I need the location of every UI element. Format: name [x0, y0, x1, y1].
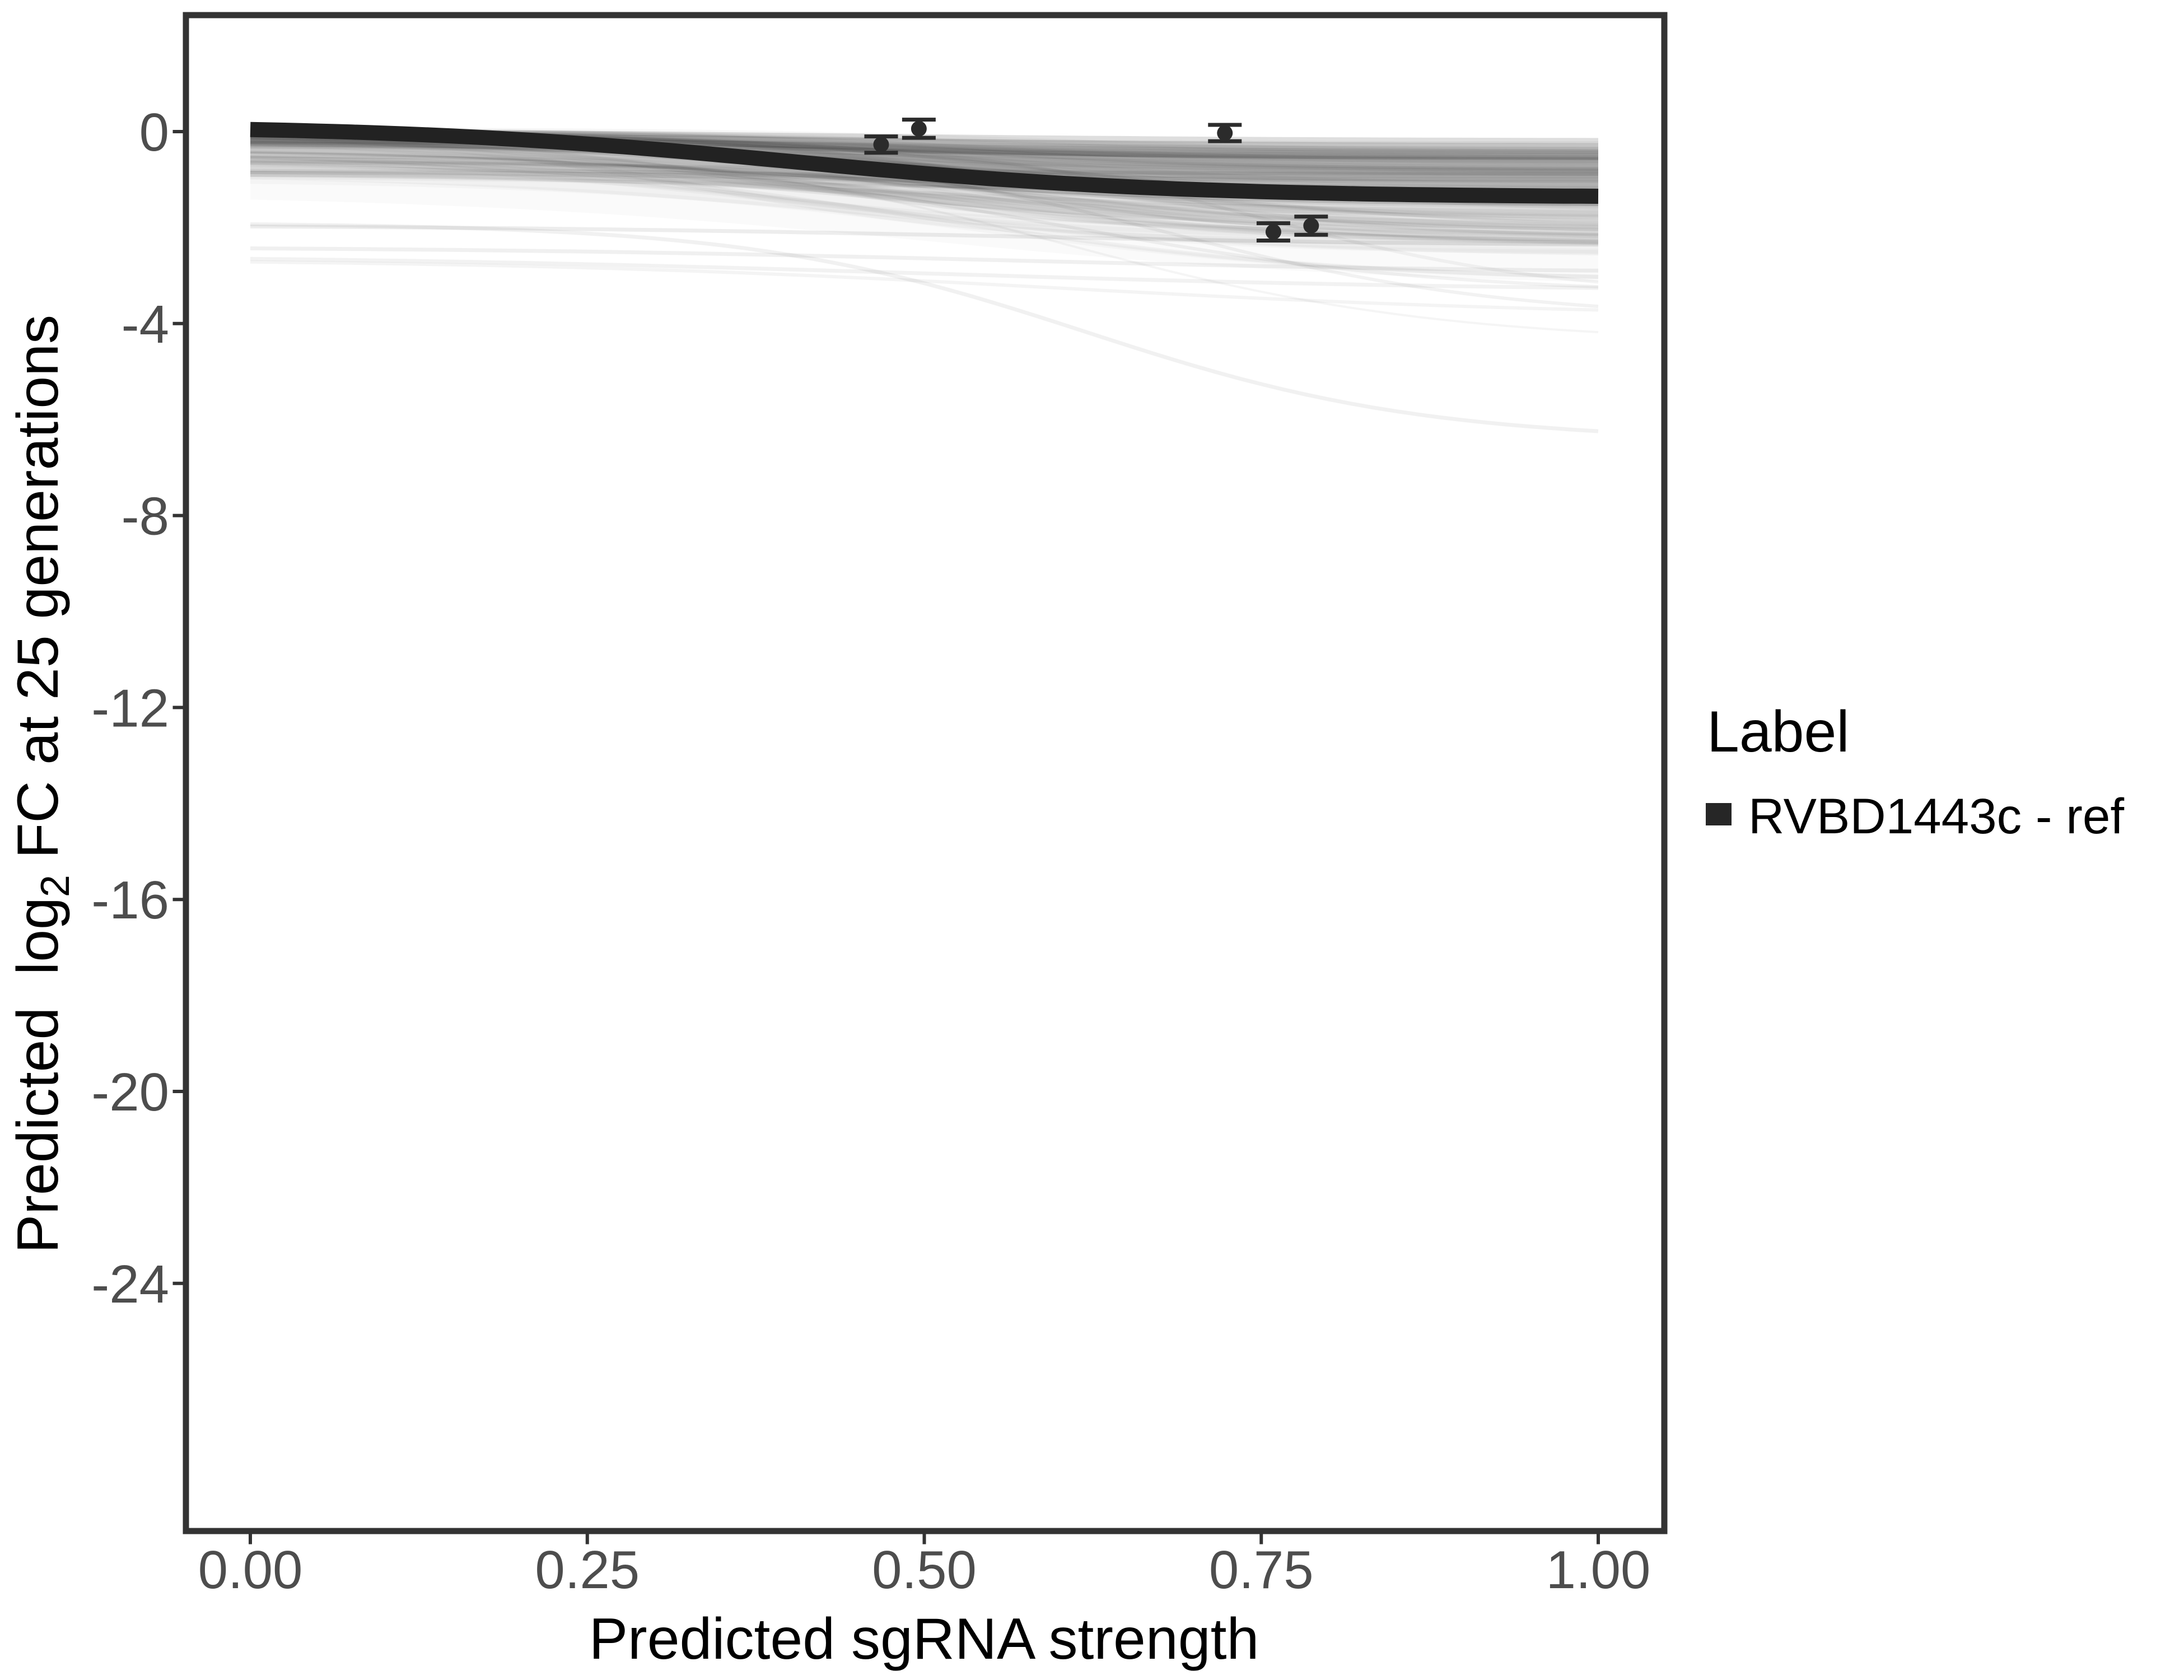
- y-tick-label: -8: [122, 487, 169, 547]
- reference-curve: [250, 122, 1599, 204]
- x-tick-label: 1.00: [1546, 1540, 1651, 1600]
- y-tick-label: -16: [91, 870, 169, 930]
- y-tick-label: -12: [91, 678, 169, 738]
- point-marker: [1265, 224, 1281, 240]
- errorbar-point: [1256, 221, 1290, 243]
- x-axis-tick-labels: 0.00 0.25 0.50 0.75 1.00: [198, 1540, 1651, 1600]
- x-tick-label: 0.50: [872, 1540, 977, 1600]
- point-marker: [1217, 125, 1233, 141]
- y-axis-ticks: [172, 130, 183, 1285]
- y-tick-label: -24: [91, 1254, 169, 1314]
- ensemble-outlier-curve: [250, 246, 1599, 273]
- point-marker: [1303, 217, 1319, 234]
- y-axis-tick-labels: 0 -4 -8 -12 -16 -20 -24: [91, 102, 169, 1314]
- errorbar-point: [1294, 214, 1328, 237]
- x-axis-title: Predicted sgRNA strength: [589, 1607, 1259, 1672]
- ensemble-curve: [250, 138, 1599, 236]
- y-tick-label: 0: [139, 102, 169, 162]
- legend: Label RVBD1443c - ref: [1706, 699, 2124, 844]
- ensemble-curve: [250, 171, 1599, 229]
- y-tick-label: -4: [122, 295, 169, 354]
- legend-key-line: [1706, 803, 1732, 825]
- ensemble-curve: [250, 156, 1599, 218]
- legend-title: Label: [1707, 699, 1849, 764]
- y-axis-title-subscript: 2: [33, 875, 78, 897]
- ensemble-curve: [250, 160, 1599, 245]
- x-tick-label: 0.25: [535, 1540, 640, 1600]
- point-marker: [911, 120, 927, 137]
- x-tick-label: 0.00: [198, 1540, 303, 1600]
- ensemble-curve: [250, 155, 1599, 279]
- x-axis-ticks: [249, 1534, 1600, 1544]
- errorbar-point: [1208, 123, 1242, 143]
- ensemble-curve: [250, 144, 1599, 334]
- panel-border: [183, 12, 1668, 1534]
- errorbar-point: [864, 134, 898, 155]
- ensemble-outlier-curve: [250, 156, 1599, 289]
- ensemble-outlier-curve: [250, 256, 1599, 290]
- y-axis-title-post: FC at 25 generations: [6, 315, 71, 875]
- x-tick-label: 0.75: [1209, 1540, 1314, 1600]
- legend-entry-label: RVBD1443c - ref: [1748, 788, 2124, 844]
- reference-curve-group: [250, 122, 1599, 204]
- ensemble-band-layer: [250, 140, 1598, 231]
- panel-background: [186, 15, 1664, 1531]
- y-axis-title-pre: Predicted log: [6, 897, 71, 1253]
- ensemble-outlier-curve: [250, 222, 1599, 433]
- data-points: [864, 118, 1328, 243]
- ensemble-curve: [250, 134, 1599, 240]
- errorbar-point: [902, 118, 936, 140]
- ensemble-outlier-curve: [250, 224, 1599, 247]
- y-axis-title: Predicted log2 FC at 25 generations: [6, 315, 78, 1253]
- y-tick-label: -20: [91, 1062, 169, 1122]
- point-marker: [873, 137, 889, 153]
- ensemble-outlier-curve: [250, 260, 1599, 312]
